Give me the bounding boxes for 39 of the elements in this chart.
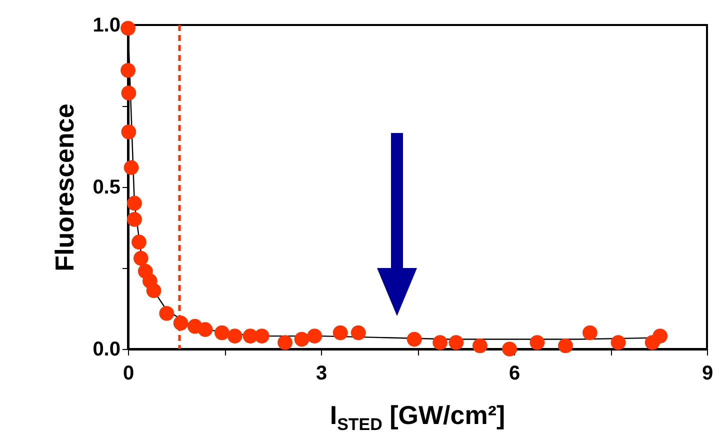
y-tick-label: 0.5 bbox=[92, 176, 120, 198]
point bbox=[294, 332, 310, 347]
y-axis-title: Fluorescence bbox=[50, 104, 80, 272]
point bbox=[530, 335, 545, 350]
point bbox=[432, 335, 448, 350]
x-tick-label: 0 bbox=[122, 362, 134, 384]
point bbox=[124, 160, 139, 175]
point bbox=[159, 306, 174, 321]
x-tick-label: 3 bbox=[316, 362, 328, 384]
point bbox=[307, 328, 322, 344]
point bbox=[214, 325, 230, 340]
point bbox=[652, 328, 668, 344]
point bbox=[254, 328, 270, 344]
point bbox=[133, 250, 148, 266]
x-tick-label: 6 bbox=[508, 362, 520, 384]
point bbox=[472, 338, 488, 354]
point bbox=[127, 212, 142, 227]
point bbox=[127, 196, 142, 211]
point bbox=[610, 335, 626, 350]
x-axis-title: I$_{STED}$ [GW/cm²] bbox=[328, 400, 506, 436]
point bbox=[132, 234, 146, 250]
point bbox=[558, 338, 573, 354]
point bbox=[406, 332, 422, 347]
point bbox=[227, 328, 242, 344]
point bbox=[350, 325, 366, 340]
y-tick-label: 0.0 bbox=[92, 338, 120, 360]
point bbox=[146, 283, 162, 298]
point bbox=[121, 86, 136, 100]
point bbox=[502, 342, 517, 356]
point bbox=[120, 20, 136, 36]
point bbox=[448, 335, 464, 350]
x-tick-label: 9 bbox=[702, 362, 714, 384]
y-tick-label: 1.0 bbox=[92, 14, 120, 36]
point bbox=[198, 322, 213, 337]
point bbox=[278, 335, 292, 350]
point bbox=[332, 325, 348, 340]
point bbox=[582, 325, 598, 340]
point bbox=[120, 62, 136, 78]
point bbox=[121, 124, 136, 140]
